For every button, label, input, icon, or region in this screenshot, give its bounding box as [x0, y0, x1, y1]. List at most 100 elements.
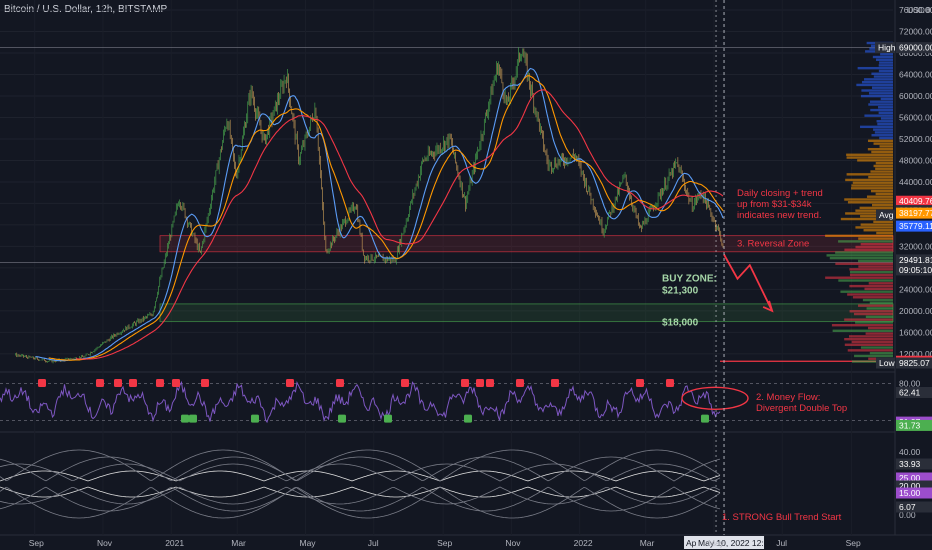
low-badge	[896, 357, 932, 369]
volume-bar	[868, 139, 893, 143]
currency-label: USD	[907, 5, 925, 15]
money-flow-panel	[0, 378, 893, 424]
sell-signal	[516, 378, 524, 387]
volume-bar	[847, 349, 893, 352]
y-tick-label: 76000.00	[899, 5, 932, 15]
volume-bar	[849, 270, 893, 274]
volume-bar	[857, 159, 893, 162]
ma-fast-line	[35, 67, 724, 362]
volume-bar	[879, 61, 893, 64]
buy-signal	[251, 414, 259, 423]
volume-bar	[865, 315, 893, 319]
buy-signal	[181, 414, 189, 423]
volume-bar	[878, 106, 893, 109]
volume-bar	[862, 298, 893, 302]
volume-bar	[860, 223, 893, 226]
crosshair-x-label: May 10, 2022 12:00	[698, 538, 773, 548]
price-badge	[896, 254, 932, 266]
volume-bar	[880, 52, 893, 56]
y-tick-label: 24000.00	[899, 284, 932, 294]
currency-sub: θ	[926, 5, 931, 15]
y-tick-label: 20000.00	[899, 306, 932, 316]
volume-bar	[840, 290, 893, 293]
volume-bar	[880, 97, 893, 101]
osc-tick-0: 0.00	[899, 510, 916, 520]
sell-signal	[486, 378, 494, 387]
volume-bar	[866, 195, 893, 198]
sell-signal	[666, 378, 674, 387]
sell-signal	[38, 378, 46, 387]
projection-path	[723, 254, 773, 312]
volume-profile	[825, 41, 893, 363]
sell-signal	[401, 378, 409, 387]
price-badge-text: 09:05:10	[899, 265, 932, 275]
volume-bar	[844, 198, 893, 201]
ma-slow-line	[76, 89, 724, 360]
price-axis[interactable]: 76000.0072000.0068000.0064000.0060000.00…	[875, 5, 932, 520]
volume-bar	[849, 310, 893, 313]
mf-badge-text: 62.41	[899, 387, 921, 397]
y-tick-label: 12000.00	[899, 349, 932, 359]
osc-badge-text: 33.93	[899, 459, 921, 469]
osc-band-lower	[0, 486, 721, 505]
volume-bar	[860, 242, 893, 246]
x-tick-label: 2021	[165, 538, 184, 548]
buy-zone-label: BUY ZONE:	[662, 273, 717, 284]
osc-badge	[896, 487, 932, 499]
time-axis[interactable]: Sep Nov 2021 Mar May Jul Sep Nov 2022 Mar May Jul Se…	[29, 538, 861, 548]
osc-badge-text: 20.00	[899, 481, 921, 491]
volume-bar	[878, 111, 893, 115]
sell-signal	[461, 378, 469, 387]
avg-tag	[876, 209, 895, 221]
volume-bar	[875, 167, 893, 170]
low-tag	[876, 357, 895, 369]
avg-label: Avg	[879, 210, 894, 220]
volume-bar	[871, 134, 893, 137]
volume-bar	[848, 335, 893, 338]
osc-band-upper	[0, 449, 721, 482]
high-label: High	[878, 43, 896, 53]
volume-bar	[867, 326, 893, 330]
high-value: 69000.00	[899, 43, 932, 53]
volume-bar	[835, 262, 893, 265]
volume-bar	[858, 265, 893, 268]
osc-badge	[896, 501, 932, 513]
sell-signal	[336, 378, 344, 387]
x-tick-label: Jul	[776, 538, 787, 548]
sell-signal	[156, 378, 164, 387]
volume-bar	[869, 100, 893, 103]
buy-signal	[701, 414, 709, 423]
buy-signal	[338, 414, 346, 423]
crosshair: Ap May 10, 2022 12:00	[684, 0, 773, 549]
volume-bar	[878, 64, 893, 67]
mf-badge-text: 31.73	[899, 420, 921, 430]
buy-zone	[159, 303, 894, 323]
sell-signal	[129, 378, 137, 387]
high-tag	[875, 42, 895, 54]
volume-bar	[860, 346, 893, 349]
volume-bar	[874, 131, 893, 134]
volume-bar	[845, 212, 893, 215]
osc-tick-40: 40.00	[899, 447, 921, 457]
volume-bar	[868, 282, 893, 285]
volume-bar	[864, 78, 893, 81]
volume-bar	[873, 220, 893, 224]
volume-bar	[868, 103, 893, 106]
buy-signal	[464, 414, 472, 423]
volume-bar	[849, 268, 893, 271]
volume-bar	[871, 72, 893, 75]
volume-bar	[852, 296, 893, 299]
buy-zone-label: $21,300	[662, 285, 699, 296]
volume-bar	[858, 259, 893, 263]
volume-bar	[844, 318, 893, 321]
sell-signal	[201, 378, 209, 387]
y-tick-label: 64000.00	[899, 69, 932, 79]
price-badge	[896, 207, 932, 219]
sell-signal	[172, 378, 180, 387]
volume-bar	[846, 156, 893, 159]
volume-bar	[860, 94, 893, 98]
volume-bar	[844, 343, 893, 346]
buy-signal	[384, 414, 392, 423]
